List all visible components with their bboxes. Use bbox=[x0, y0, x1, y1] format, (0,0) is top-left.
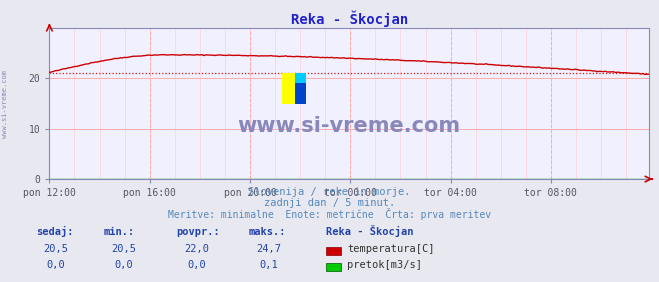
Text: 0,0: 0,0 bbox=[115, 261, 133, 270]
Text: pretok[m3/s]: pretok[m3/s] bbox=[347, 261, 422, 270]
Text: temperatura[C]: temperatura[C] bbox=[347, 244, 435, 254]
Text: povpr.:: povpr.: bbox=[177, 228, 220, 237]
Text: zadnji dan / 5 minut.: zadnji dan / 5 minut. bbox=[264, 199, 395, 208]
Text: sedaj:: sedaj: bbox=[36, 226, 74, 237]
Text: min.:: min.: bbox=[104, 228, 135, 237]
Text: 22,0: 22,0 bbox=[184, 244, 209, 254]
Bar bbox=[295, 73, 306, 83]
Text: www.si-vreme.com: www.si-vreme.com bbox=[2, 70, 9, 138]
Title: Reka - Škocjan: Reka - Škocjan bbox=[291, 10, 408, 27]
Text: 20,5: 20,5 bbox=[43, 244, 69, 254]
Bar bbox=[281, 73, 295, 103]
Text: Slovenija / reke in morje.: Slovenija / reke in morje. bbox=[248, 187, 411, 197]
Text: maks.:: maks.: bbox=[249, 228, 287, 237]
Text: 0,1: 0,1 bbox=[260, 261, 278, 270]
Text: 0,0: 0,0 bbox=[47, 261, 65, 270]
Bar bbox=[295, 73, 306, 103]
Text: 20,5: 20,5 bbox=[111, 244, 136, 254]
Text: Meritve: minimalne  Enote: metrične  Črta: prva meritev: Meritve: minimalne Enote: metrične Črta:… bbox=[168, 208, 491, 220]
Text: Reka - Škocjan: Reka - Škocjan bbox=[326, 226, 414, 237]
Text: 0,0: 0,0 bbox=[187, 261, 206, 270]
Text: www.si-vreme.com: www.si-vreme.com bbox=[238, 116, 461, 136]
Text: 24,7: 24,7 bbox=[256, 244, 281, 254]
